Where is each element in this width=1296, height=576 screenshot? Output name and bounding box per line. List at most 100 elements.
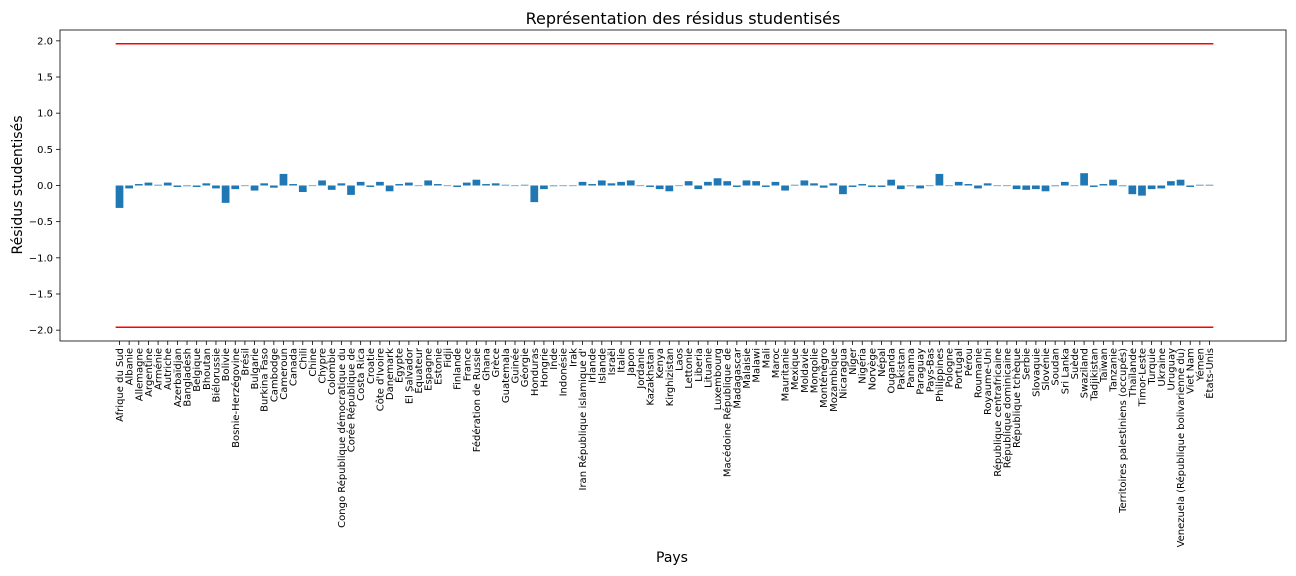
x-tick-label: Burkina Faso — [260, 348, 271, 412]
bar — [298, 185, 307, 193]
x-tick-label: Autriche — [163, 348, 174, 390]
x-tick-label: Serbie — [1022, 348, 1033, 380]
bar — [626, 180, 635, 186]
bar — [617, 181, 625, 186]
x-tick-label: Swaziland — [1080, 348, 1091, 398]
x-tick-label: Géorgie — [519, 348, 531, 387]
x-tick-label: Côte d'Ivoire — [374, 348, 386, 411]
y-tick-label: 0.0 — [37, 181, 53, 192]
bar — [704, 181, 712, 186]
x-tick-label: Iran République islamique d' — [577, 348, 589, 491]
x-tick-label: Pologne — [945, 348, 956, 388]
bar — [530, 185, 539, 203]
bar — [810, 183, 818, 186]
bar — [839, 185, 847, 195]
bar — [347, 185, 355, 195]
x-tick-label: Brésil — [239, 348, 251, 376]
x-tick-label: Ghana — [482, 348, 493, 381]
x-tick-label: Pérou — [963, 348, 975, 376]
x-tick-label: Espagne — [424, 348, 435, 391]
x-tick-label: Nicaragua — [838, 348, 849, 399]
bar — [569, 185, 577, 187]
y-tick-label: −1.5 — [29, 289, 53, 300]
x-tick-label: Islande — [597, 348, 608, 384]
bar — [173, 185, 182, 187]
bar — [597, 180, 606, 186]
x-tick-label: Indonésie — [558, 348, 570, 396]
x-tick-label: Moldavie — [800, 348, 811, 393]
bar — [800, 180, 809, 186]
x-tick-label: Jordanie — [636, 348, 647, 390]
bar — [819, 185, 828, 188]
x-tick-label: Panama — [906, 348, 917, 388]
bar — [1157, 185, 1166, 189]
x-tick-label: Kenya — [655, 348, 666, 379]
bar — [646, 185, 654, 187]
x-tick-label: Nigéria — [857, 348, 869, 384]
bar — [433, 184, 442, 186]
x-tick-label: Liberia — [694, 348, 705, 382]
bar — [761, 185, 770, 187]
bar — [925, 185, 934, 187]
bar — [935, 173, 944, 186]
x-tick-label: Philippines — [935, 348, 946, 402]
bar — [675, 185, 683, 187]
x-tick-label: Ukraine — [1157, 348, 1168, 387]
bar — [1080, 173, 1088, 186]
bar — [327, 185, 336, 190]
bar — [1060, 181, 1069, 186]
y-tick-label: −1.0 — [29, 253, 53, 264]
x-tick-label: Royaume-Uni — [983, 348, 994, 415]
bar — [212, 185, 220, 189]
bar — [1109, 179, 1117, 186]
bar — [993, 185, 1002, 187]
x-tick-label: Congo République démocratique du — [336, 348, 348, 528]
bar — [289, 184, 297, 186]
bar — [231, 185, 240, 190]
bar — [163, 182, 172, 186]
x-tick-label: Kirghizistan — [665, 348, 676, 406]
x-tick-label: Mauritanie — [781, 348, 792, 401]
bar — [829, 183, 838, 186]
x-tick-label: Égypte — [393, 348, 406, 383]
bar — [896, 185, 905, 190]
bar — [1099, 184, 1108, 186]
x-tick-label: Albanie — [125, 348, 136, 385]
bar — [424, 180, 433, 186]
bar — [578, 181, 587, 186]
x-tick-label: Malawi — [752, 348, 763, 383]
x-tick-label: Népal — [876, 348, 888, 377]
y-tick-label: 1.0 — [37, 109, 53, 120]
chart-title: Représentation des résidus studentisés — [526, 9, 841, 28]
x-tick-label: Viet Nam — [1186, 348, 1197, 394]
x-tick-label: Bulgarie — [250, 348, 261, 390]
bar — [279, 173, 288, 186]
x-tick-label: Honduras — [530, 348, 541, 396]
x-tick-label: Grèce — [490, 348, 502, 377]
x-tick-label: Cambodge — [269, 348, 280, 402]
bar — [241, 185, 249, 187]
x-tick-label: Malaisie — [742, 348, 753, 389]
y-tick-label: −2.0 — [29, 326, 53, 337]
bar — [125, 185, 134, 189]
bar — [453, 185, 461, 187]
x-tick-label: Monténégro — [818, 348, 830, 408]
bar — [549, 185, 558, 187]
bar — [945, 185, 953, 187]
x-tick-label: Chypre — [318, 348, 329, 384]
bar — [192, 185, 201, 187]
x-tick-label: Mozambique — [829, 348, 840, 412]
y-tick-label: 2.0 — [37, 36, 53, 47]
bar — [655, 185, 664, 190]
x-tick-label: Chine — [308, 348, 319, 377]
x-tick-label: El Salvador — [404, 347, 415, 404]
x-tick-label: Pakistan — [896, 348, 907, 390]
x-tick-label: Croatie — [366, 348, 377, 384]
x-tick-label: Soudan — [1051, 348, 1062, 386]
bar — [414, 185, 423, 187]
x-tick-label: Paraguay — [916, 348, 927, 395]
x-tick-label: Sri Lanka — [1060, 348, 1071, 394]
bar — [1089, 185, 1098, 187]
